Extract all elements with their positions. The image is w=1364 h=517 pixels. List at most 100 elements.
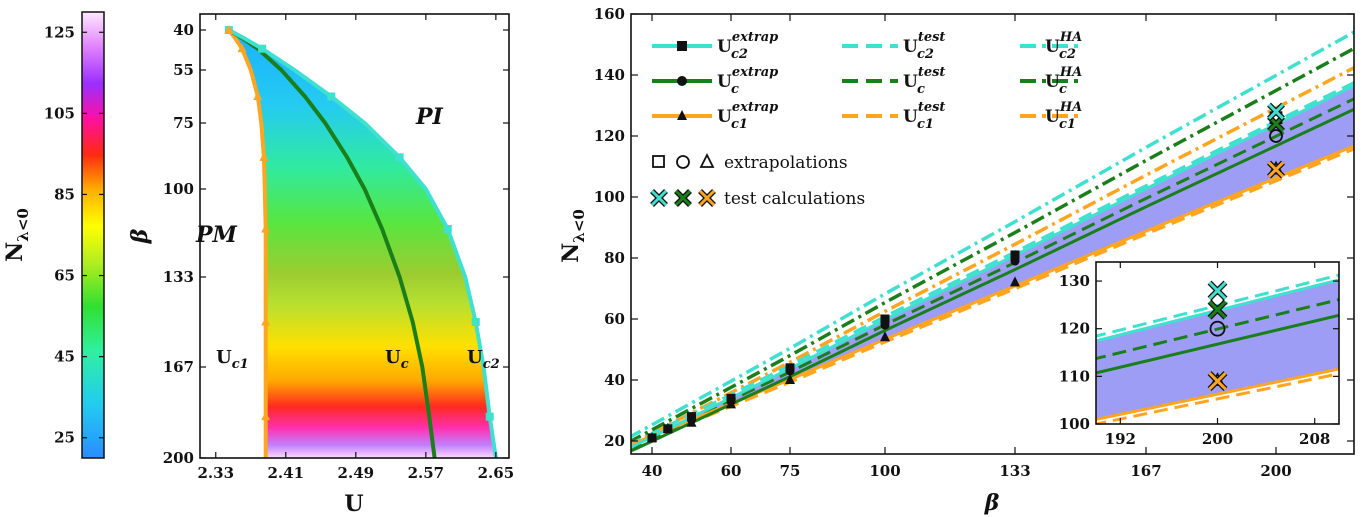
phase-diagram: 2.33 2.41 2.49 2.57 2.65 40 55 75 100 133 167 200 U…	[127, 13, 514, 517]
uc1-marker	[261, 317, 271, 326]
pm-label: PM	[195, 222, 238, 248]
y-tick-label: 167	[163, 358, 194, 376]
uc1-test-200	[1267, 160, 1285, 179]
legend-triangle-open	[699, 152, 715, 168]
phase-diagram-ticks: 2.33 2.41 2.49 2.57 2.65 40 55 75 100 133 167 200	[163, 14, 514, 482]
cross-stroke	[1208, 372, 1227, 391]
y-tick-label: 100	[594, 188, 625, 206]
legend-c2-test-label: Utest c2	[903, 30, 945, 62]
count-chart-ylabel: Nλ<0	[558, 209, 588, 263]
inset-x-tick-label: 200	[1202, 430, 1233, 448]
legend-square-open	[652, 155, 665, 168]
uc1-marker	[224, 25, 234, 34]
inset-uc-test	[1207, 299, 1228, 320]
uc2-marker	[471, 318, 480, 326]
x-tick-label: 40	[642, 462, 663, 480]
uc-label: Uc	[385, 347, 409, 372]
uc2-test-200	[1267, 102, 1285, 121]
legend-c2-extrap-label: Uextrap c2	[717, 30, 778, 62]
inset-ticks: 192 200 208 100 110 120 130	[1059, 262, 1339, 448]
colorbar: 25 45 65 85 105 125 Nλ<0	[2, 11, 105, 459]
uc2-label: Uc2	[467, 347, 500, 372]
x-tick-label: 75	[780, 462, 801, 480]
y-tick-label: 20	[604, 432, 625, 450]
c1-test-line	[631, 147, 1354, 449]
legend-marker	[677, 76, 687, 86]
inset-points	[1207, 280, 1228, 392]
uc2-marker	[258, 44, 267, 53]
legend-cross-c	[674, 189, 692, 207]
uc1-extrap-point	[785, 374, 795, 384]
uc2-extrap-point	[1010, 250, 1020, 260]
c2-extrap-line	[631, 83, 1354, 449]
colorbar-label: Nλ<0	[2, 208, 32, 262]
y-tick-label: 60	[604, 310, 625, 328]
uc2-extrap-point	[880, 314, 890, 324]
count-chart: 40 60 75 100 133 167 200 20 40 60 80 100 120 140 160 β…	[558, 5, 1355, 516]
y-tick-label: 120	[594, 127, 625, 145]
y-tick-label: 133	[163, 268, 194, 286]
uc2-marker	[485, 412, 494, 421]
phase-diagram-ylabel: β	[127, 228, 153, 244]
y-tick-label: 40	[604, 371, 625, 389]
uc2-extrap-point	[663, 424, 673, 434]
inset-x-tick-label: 192	[1105, 430, 1136, 448]
c-extrap-line	[631, 107, 1354, 453]
y-tick-label: 55	[173, 61, 194, 79]
x-tick-label: 2.49	[338, 464, 375, 482]
inset-x-tick-label: 208	[1299, 430, 1330, 448]
cross-stroke	[698, 189, 716, 207]
uc2-marker	[327, 92, 336, 101]
legend-marker	[677, 110, 687, 120]
colorbar-tick-label: 85	[54, 185, 75, 203]
uc-extrap-200	[1269, 129, 1283, 143]
uc2-marker	[395, 153, 404, 162]
fit-lines	[631, 30, 1354, 453]
inset-c-test-line	[1096, 298, 1339, 361]
pi-label: PI	[415, 104, 444, 130]
uc1-marker	[261, 411, 271, 421]
legend-extrapolations-label: extrapolations	[724, 153, 848, 173]
colorbar-tick-label: 65	[54, 267, 75, 285]
x-tick-label: 60	[721, 462, 742, 480]
y-tick-label: 75	[173, 114, 194, 132]
legend-c-extrap-label: Uextrap c	[717, 65, 778, 97]
y-tick-label: 40	[173, 21, 194, 39]
count-chart-frame	[630, 13, 1355, 455]
inset-c1-extrap-line	[1096, 367, 1339, 421]
uc2-extrap-point	[785, 363, 795, 373]
x-tick-label: 167	[1130, 462, 1161, 480]
x-tick-label: 2.41	[268, 464, 305, 482]
legend-c1-test-label: Utest c1	[903, 100, 945, 132]
legend-circle-open	[676, 155, 690, 169]
inset-y-tick-label: 120	[1059, 320, 1090, 338]
inset-chart: 192 200 208 100 110 120 130	[1059, 261, 1340, 448]
phase-region-fill	[228, 30, 496, 458]
inset-uc1-test	[1207, 371, 1228, 392]
inset-uc-extrap	[1209, 320, 1226, 337]
x-tick-label: 200	[1260, 462, 1291, 480]
colorbar-ticks: 25 45 65 85 105 125	[44, 23, 104, 447]
cross-stroke	[1208, 281, 1227, 300]
count-chart-ticks: 40 60 75 100 133 167 200 20 40 60 80 100 120 140 160	[594, 5, 1354, 480]
c-test-line	[631, 97, 1354, 450]
cross-stroke	[1267, 103, 1285, 120]
uc2-extrap-point	[726, 393, 736, 403]
c1-ha-line	[631, 65, 1354, 447]
cross-stroke	[650, 189, 668, 207]
phase-diagram-markers	[224, 25, 494, 421]
cross-stroke	[1267, 161, 1285, 178]
uc1-marker	[261, 224, 271, 233]
uc2-extrap-point	[647, 433, 657, 443]
uc2-boundary-line	[227, 28, 498, 459]
colorbar-tick-label: 125	[44, 23, 75, 41]
legend-c1-extrap-label: Uextrap c1	[717, 100, 778, 132]
cross-stroke	[674, 189, 692, 207]
inset-uc2-test	[1207, 280, 1228, 301]
y-tick-label: 100	[163, 180, 194, 198]
inset-y-tick-label: 130	[1059, 272, 1090, 290]
x-tick-label: 100	[869, 462, 900, 480]
y-tick-label: 80	[604, 249, 625, 267]
data-points	[647, 102, 1285, 443]
